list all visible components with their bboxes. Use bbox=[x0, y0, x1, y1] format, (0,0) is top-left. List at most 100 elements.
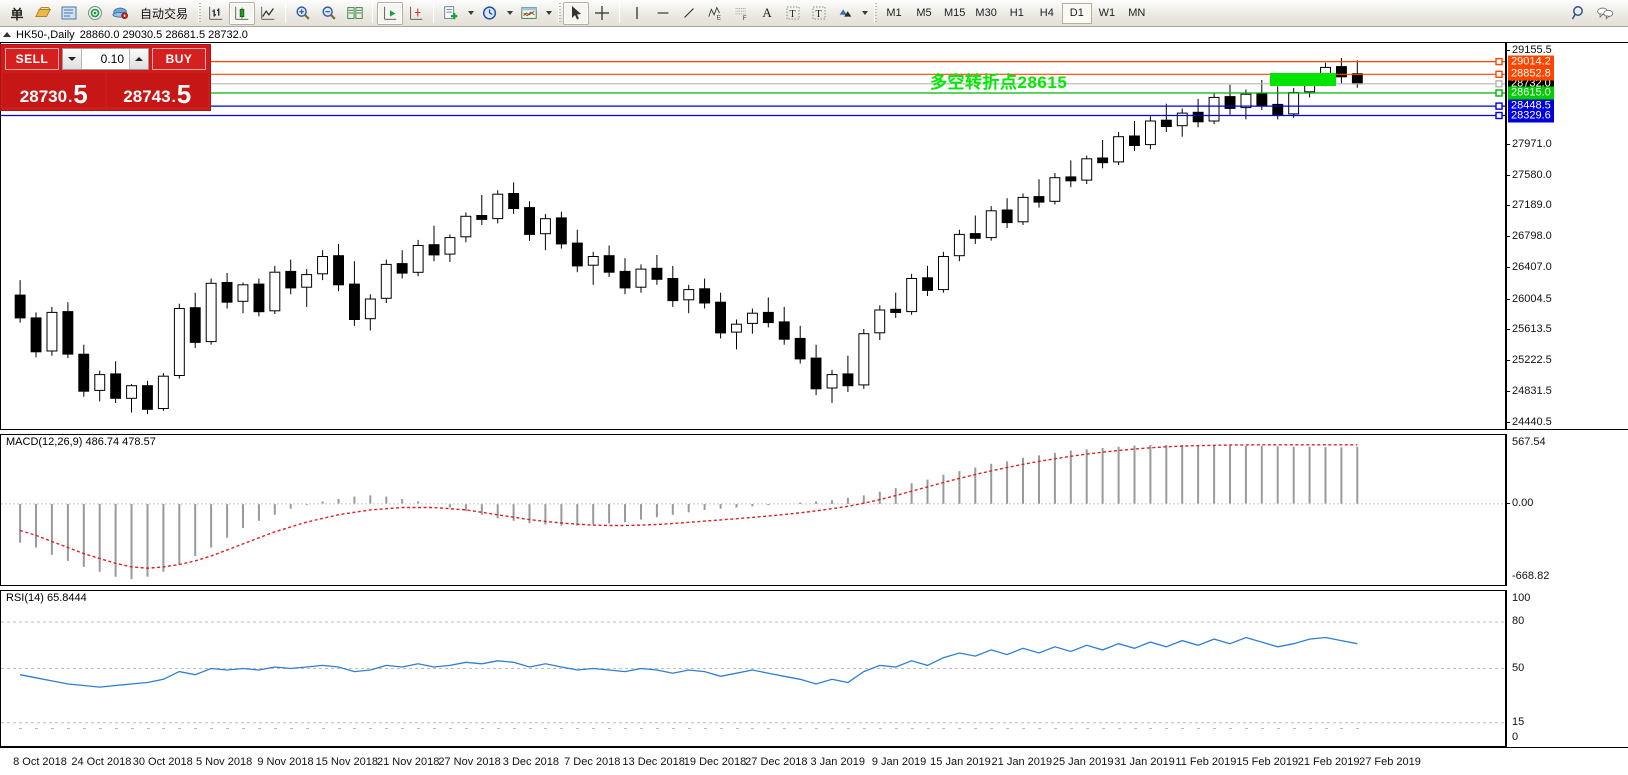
timeframe-mn[interactable]: MN bbox=[1128, 7, 1146, 19]
price-axis-tick: 25613.5 bbox=[1506, 323, 1552, 335]
time-axis[interactable]: 8 Oct 2018 24 Oct 2018 30 Oct 2018 5 Nov 20… bbox=[0, 728, 1628, 775]
timeframe-w1[interactable]: W1 bbox=[1098, 7, 1116, 19]
zoom-out-icon[interactable] bbox=[316, 2, 342, 25]
toolbar-separator-2 bbox=[555, 2, 563, 24]
volume-input[interactable]: 0.10 bbox=[82, 49, 129, 69]
time-axis-label: 7 Dec 2018 bbox=[564, 756, 621, 768]
new-chart-icon[interactable] bbox=[438, 2, 464, 25]
line-chart-icon[interactable] bbox=[255, 2, 281, 25]
order-icon[interactable]: 单 bbox=[10, 6, 24, 22]
timeframe-m30[interactable]: M30 bbox=[975, 7, 997, 19]
trendline-icon[interactable] bbox=[676, 2, 702, 25]
time-axis-label: 5 Nov 2018 bbox=[195, 756, 253, 768]
chevron-down-icon bbox=[68, 57, 76, 61]
timeframe-d1[interactable]: D1 bbox=[1061, 2, 1092, 24]
macd-axis-tick: 567.54 bbox=[1512, 436, 1546, 448]
horizontal-line-icon[interactable] bbox=[650, 2, 676, 25]
templates-dropdown[interactable] bbox=[542, 1, 555, 25]
time-axis-label: 25 Jan 2019 bbox=[1052, 756, 1114, 768]
rsi-panel[interactable]: RSI(14) 65.8444 bbox=[0, 590, 1506, 747]
toolbar-divider bbox=[285, 3, 287, 23]
gold-bar-icon[interactable] bbox=[30, 2, 56, 25]
signal-icon[interactable] bbox=[82, 2, 108, 25]
svg-text:F: F bbox=[743, 15, 747, 22]
candlestick-chart-icon[interactable] bbox=[229, 1, 256, 25]
cursor-arrow-icon[interactable] bbox=[563, 1, 590, 25]
price-level-tag-resistance[interactable]: 28852.8 bbox=[1508, 67, 1554, 81]
price-level-tag-pivot[interactable]: 28615.0 bbox=[1508, 86, 1554, 100]
svg-text:E: E bbox=[717, 14, 721, 21]
time-axis-label: 27 Nov 2018 bbox=[438, 756, 501, 768]
time-axis-label: 24 Oct 2018 bbox=[71, 756, 132, 768]
chart-annotation-label: 多空转折点28615 bbox=[930, 73, 1068, 92]
toolbar-divider-2 bbox=[372, 3, 374, 23]
templates-icon[interactable] bbox=[516, 2, 542, 25]
crosshair-icon[interactable] bbox=[589, 2, 615, 25]
svg-text:T: T bbox=[816, 9, 822, 20]
text-label-icon[interactable]: A bbox=[762, 5, 772, 20]
toolbar-separator bbox=[195, 2, 203, 24]
symbol-header-bar: HK50-,Daily 28860.0 29030.5 28681.5 2873… bbox=[0, 27, 1628, 42]
price-axis-tick: 29155.5 bbox=[1506, 44, 1552, 56]
price-chart-panel[interactable] bbox=[0, 42, 1506, 430]
time-axis-label: 21 Nov 2018 bbox=[376, 756, 440, 768]
time-axis-label: 15 Jan 2019 bbox=[930, 756, 991, 768]
time-axis-label: 27 Feb 2019 bbox=[1359, 756, 1421, 768]
toolbar-divider-3 bbox=[433, 3, 435, 23]
fibonacci-icon[interactable]: F bbox=[728, 2, 754, 25]
macd-axis[interactable]: 567.54 0.00 -668.82 bbox=[1506, 434, 1628, 586]
macd-panel[interactable]: MACD(12,26,9) 486.74 478.57 bbox=[0, 434, 1506, 586]
price-axis-tick: 26798.0 bbox=[1506, 230, 1552, 242]
timeframe-m15[interactable]: M15 bbox=[944, 7, 966, 19]
timeframe-m5[interactable]: M5 bbox=[916, 7, 932, 19]
time-axis-label: 13 Dec 2018 bbox=[622, 756, 685, 768]
vertical-line-icon[interactable] bbox=[624, 2, 650, 25]
data-window-icon[interactable] bbox=[342, 2, 368, 25]
rsi-axis-tick: 0 bbox=[1512, 731, 1519, 743]
shapes-icon[interactable] bbox=[832, 2, 858, 25]
bar-chart-icon[interactable] bbox=[203, 2, 229, 25]
time-axis-label: 8 Oct 2018 bbox=[13, 756, 67, 768]
price-axis-tick: 26407.0 bbox=[1506, 261, 1552, 273]
rsi-axis-tick: 80 bbox=[1512, 615, 1525, 627]
collapse-arrow-icon[interactable] bbox=[3, 32, 11, 37]
search-icon[interactable] bbox=[1566, 2, 1592, 25]
annotation-highlight-box bbox=[1270, 73, 1336, 86]
shapes-dropdown[interactable] bbox=[858, 1, 871, 25]
price-axis[interactable]: 29155.5 27971.0 27580.0 27189.0 26798.0 26407… bbox=[1506, 42, 1628, 430]
zoom-in-icon[interactable] bbox=[290, 2, 316, 25]
autotrading-button[interactable]: 自动交易 bbox=[140, 6, 189, 21]
new-chart-dropdown[interactable] bbox=[464, 1, 477, 25]
toolbar-right-group bbox=[1566, 2, 1624, 25]
time-axis-label: 15 Feb 2019 bbox=[1236, 756, 1299, 768]
price-level-tag-resistance[interactable]: 29014.2 bbox=[1508, 55, 1554, 69]
one-click-trading-panel[interactable]: SELL 0.10 BUY 28730 . 5 28743 . 5 bbox=[0, 44, 211, 111]
text-object-icon[interactable]: T bbox=[780, 2, 806, 25]
price-level-tag-support[interactable]: 28329.6 bbox=[1508, 109, 1554, 122]
price-chart-svg bbox=[1, 57, 1505, 414]
volume-decrease-button[interactable] bbox=[63, 49, 82, 69]
timeframe-m1[interactable]: M1 bbox=[886, 7, 902, 19]
expert-advisor-icon[interactable] bbox=[108, 2, 134, 25]
timeframe-h4[interactable]: H4 bbox=[1039, 7, 1054, 19]
rsi-axis[interactable]: 100 80 50 15 0 bbox=[1506, 590, 1628, 747]
volume-stepper[interactable]: 0.10 bbox=[62, 48, 149, 70]
volume-increase-button[interactable] bbox=[129, 49, 148, 69]
news-icon[interactable] bbox=[56, 2, 82, 25]
period-clock-icon[interactable] bbox=[477, 2, 503, 25]
chart-shift-icon[interactable] bbox=[403, 2, 429, 25]
chevron-up-icon bbox=[135, 57, 143, 61]
sell-button[interactable]: SELL bbox=[5, 48, 59, 70]
sell-price[interactable]: 28730 . 5 bbox=[3, 73, 105, 107]
elliott-wave-icon[interactable]: E bbox=[702, 2, 728, 25]
time-axis-label: 21 Feb 2019 bbox=[1297, 756, 1360, 768]
time-axis-label: 21 Jan 2019 bbox=[991, 756, 1053, 768]
auto-scroll-icon[interactable] bbox=[377, 1, 404, 25]
buy-button[interactable]: BUY bbox=[152, 48, 206, 70]
buy-price[interactable]: 28743 . 5 bbox=[106, 73, 208, 107]
time-axis-label: 27 Dec 2018 bbox=[745, 756, 808, 768]
timeframe-h1[interactable]: H1 bbox=[1009, 7, 1024, 19]
period-dropdown[interactable] bbox=[503, 1, 516, 25]
text-object-icon-2[interactable]: T bbox=[806, 2, 832, 25]
chat-bubbles-icon[interactable] bbox=[1592, 2, 1618, 25]
